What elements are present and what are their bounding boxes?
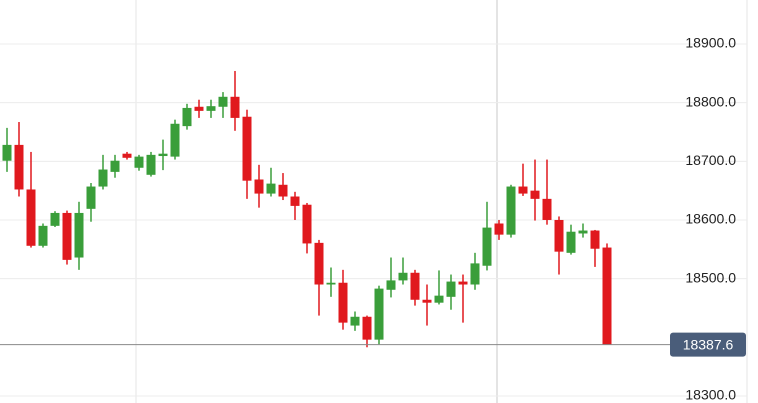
y-tick-label: 18500.0 — [685, 269, 736, 285]
candle-body — [422, 299, 432, 303]
candle-body — [74, 212, 84, 258]
candle-body — [578, 230, 588, 234]
candle-body — [182, 107, 192, 127]
candle-body — [302, 204, 312, 244]
candle-body — [242, 116, 252, 181]
candle-body — [470, 263, 480, 285]
y-tick-label: 18300.0 — [685, 387, 736, 403]
candle-body — [170, 123, 180, 157]
candle-body — [110, 160, 120, 172]
y-tick-label: 18900.0 — [685, 35, 736, 51]
candle-body — [530, 190, 540, 199]
candle-body — [26, 189, 36, 246]
candle-body — [398, 272, 408, 281]
candle-body — [602, 247, 612, 345]
candle-body — [326, 282, 336, 285]
candle-body — [2, 144, 12, 161]
y-tick-label: 18800.0 — [685, 93, 736, 109]
candle-body — [146, 154, 156, 175]
candle-body — [122, 153, 132, 158]
candle-body — [134, 156, 144, 168]
candle-body — [518, 186, 528, 194]
candle-body — [554, 219, 564, 252]
candle-body — [314, 242, 324, 285]
candle-body — [434, 295, 444, 303]
candle-body — [278, 184, 288, 197]
candle-body — [482, 227, 492, 266]
candle-body — [266, 183, 276, 194]
last-price-label: 18387.6 — [683, 336, 734, 352]
candle-body — [590, 230, 600, 249]
candle-body — [14, 144, 24, 190]
candle-body — [386, 280, 396, 290]
candle-body — [254, 179, 264, 194]
candle-body — [506, 186, 516, 235]
candle-body — [374, 288, 384, 340]
candle-body — [50, 212, 60, 226]
candle-body — [218, 96, 228, 107]
candle-body — [542, 198, 552, 220]
candle-body — [230, 96, 240, 118]
candle-body — [194, 106, 204, 111]
candle-body — [86, 186, 96, 209]
candle-body — [362, 316, 372, 340]
y-tick-label: 18600.0 — [685, 211, 736, 227]
candle-body — [494, 223, 504, 235]
candle-body — [38, 225, 48, 246]
last-price-box — [670, 332, 746, 357]
candle-body — [566, 231, 576, 253]
candle-body — [290, 196, 300, 206]
candle-body — [158, 153, 168, 157]
candle-body — [206, 106, 216, 111]
candle-body — [410, 272, 420, 300]
candle-body — [62, 212, 72, 260]
candle-body — [98, 169, 108, 187]
candle-body — [338, 282, 348, 323]
candle-body — [458, 281, 468, 285]
candle-body — [446, 281, 456, 297]
y-tick-label: 18700.0 — [685, 152, 736, 168]
candle-body — [350, 316, 360, 326]
